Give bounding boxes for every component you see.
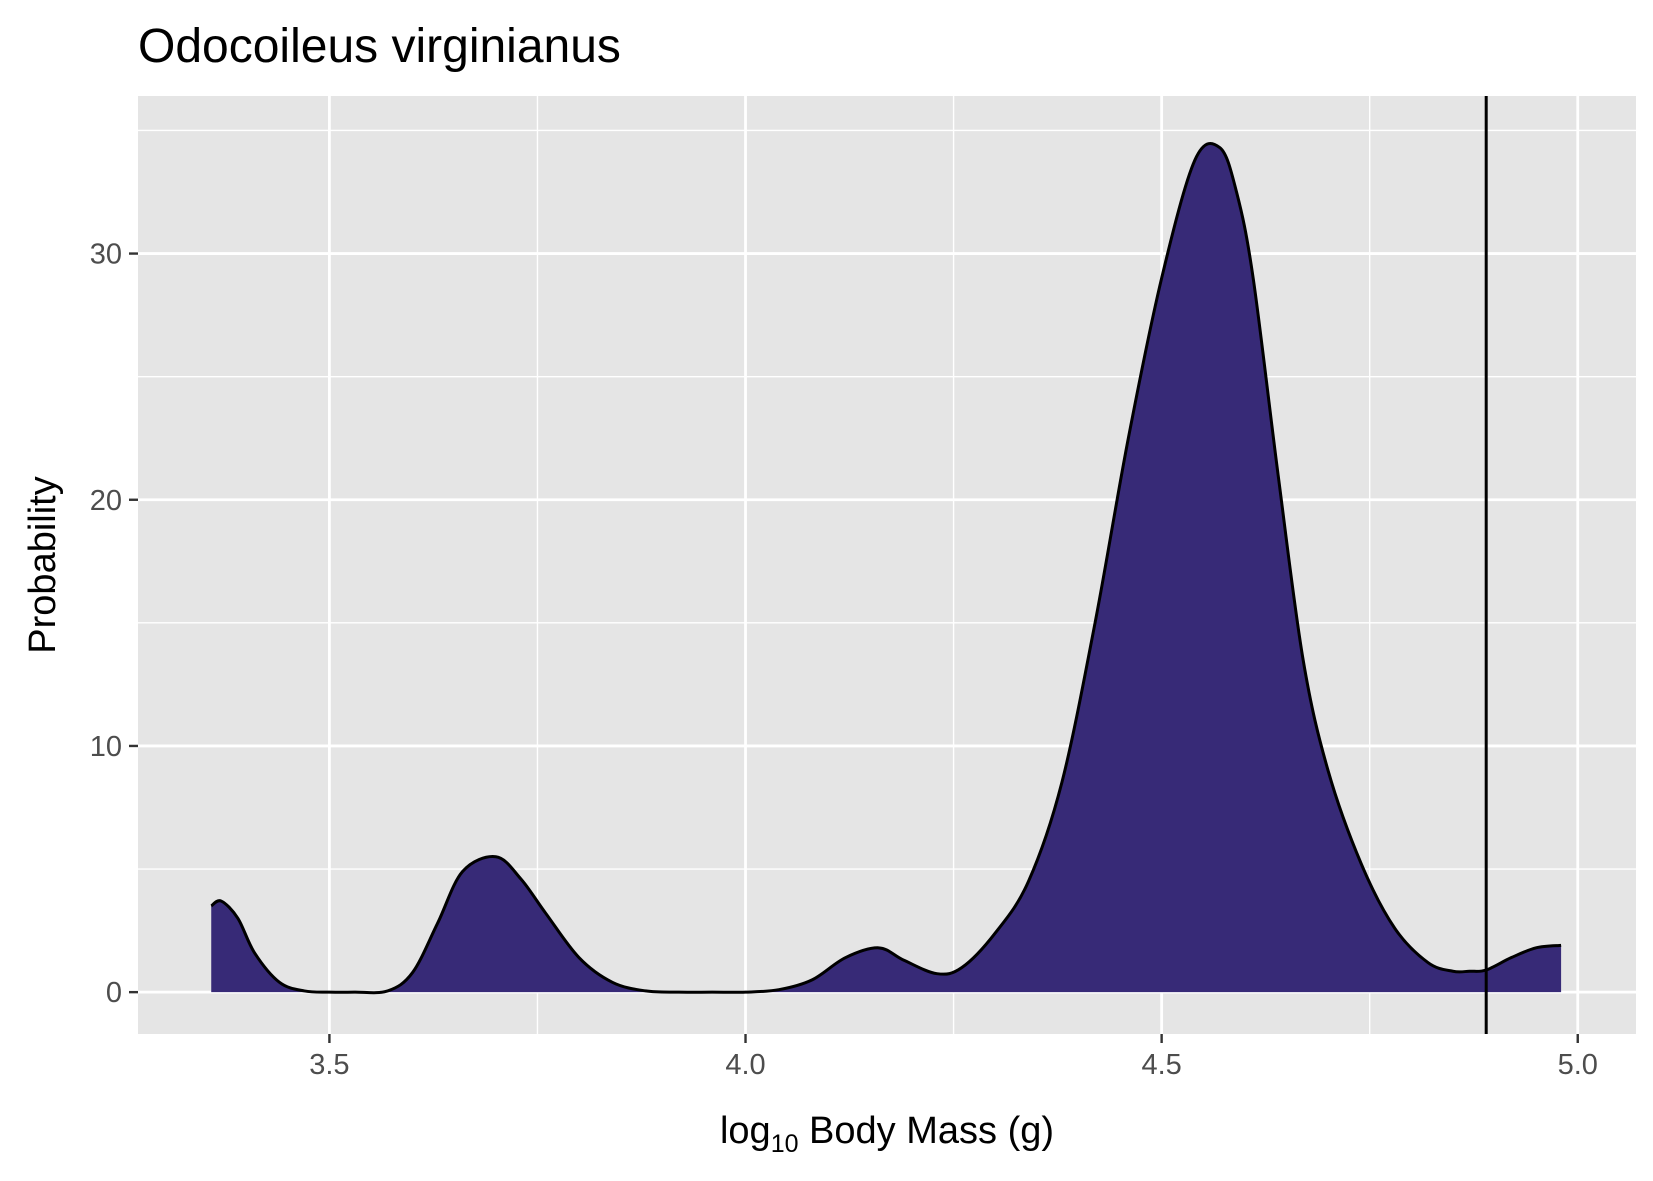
x-tick-label: 4.5 bbox=[1141, 1049, 1181, 1081]
x-tick-label: 5.0 bbox=[1558, 1049, 1598, 1081]
density-line bbox=[210, 142, 1562, 995]
panel-background bbox=[138, 96, 1636, 1034]
y-tick-label: 30 bbox=[90, 239, 122, 271]
x-tick-label: 4.0 bbox=[725, 1049, 765, 1081]
chart-title: Odocoileus virginianus bbox=[138, 20, 621, 73]
x-axis-title-subscript: 10 bbox=[771, 1130, 799, 1158]
y-axis: 0 10 20 30 bbox=[90, 239, 138, 1009]
plot-panel bbox=[138, 96, 1636, 1034]
x-axis-title-suffix: Body Mass (g) bbox=[799, 1110, 1055, 1152]
y-tick-label: 20 bbox=[90, 485, 122, 517]
density-area bbox=[211, 143, 1562, 993]
x-axis-title-prefix: log bbox=[720, 1110, 771, 1152]
y-tick-label: 0 bbox=[106, 977, 122, 1009]
y-tick-label: 10 bbox=[90, 731, 122, 763]
x-axis: 3.5 4.0 4.5 5.0 bbox=[309, 1034, 1598, 1081]
x-axis-title: log10 Body Mass (g) bbox=[720, 1110, 1054, 1158]
y-axis-title: Probability bbox=[22, 476, 64, 653]
x-tick-label: 3.5 bbox=[309, 1049, 349, 1081]
